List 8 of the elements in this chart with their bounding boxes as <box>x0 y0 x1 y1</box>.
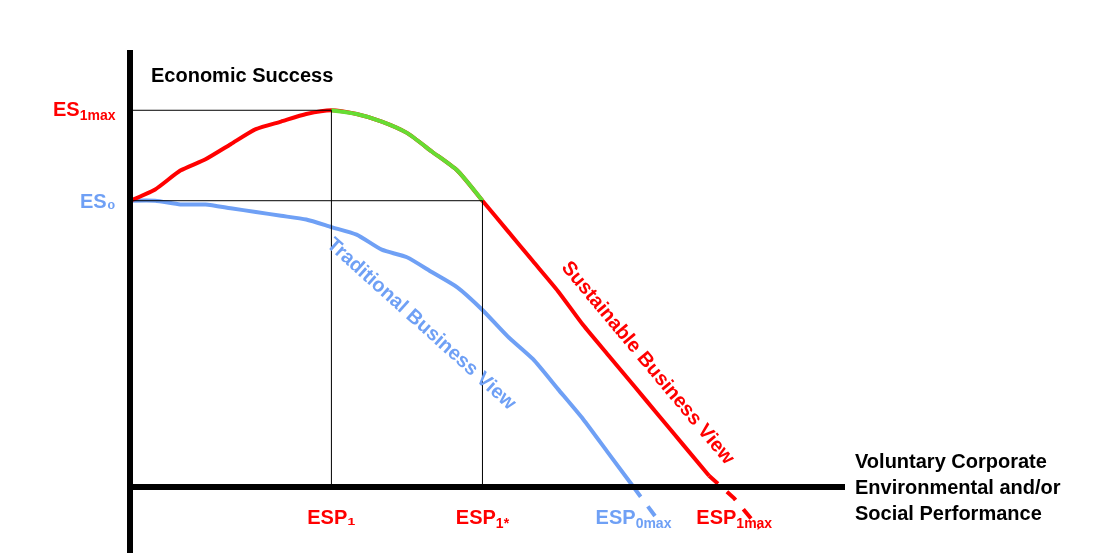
x-tick-label: ESP$_{0max}$ <box>595 506 672 532</box>
x-axis-title: Voluntary Corporate Environmental and/or Social Performance <box>855 450 1061 524</box>
ref-line-label: ES$_{1max}$ <box>53 98 116 124</box>
x-tick-label: ESP$_{1*}$ <box>455 506 510 532</box>
x-tick-label: ESP₁ <box>307 506 356 529</box>
y-axis-title: Economic Success <box>151 64 334 86</box>
ref-line-label: ES₀ <box>80 190 116 212</box>
x-tick-label: ESP$_{1max}$ <box>696 506 773 532</box>
